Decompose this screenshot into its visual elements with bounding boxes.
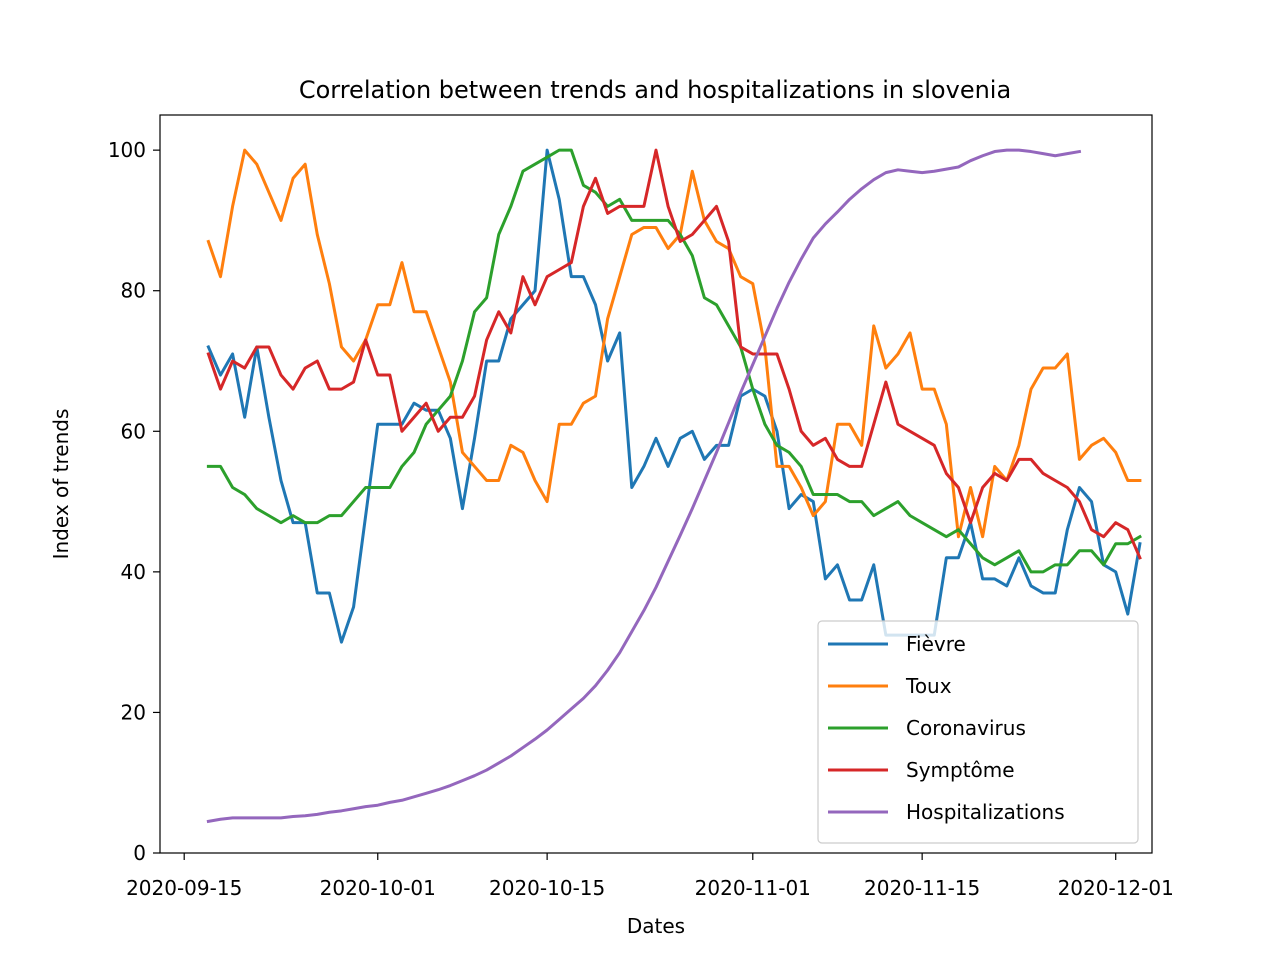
- x-tick-label: 2020-10-15: [489, 876, 605, 900]
- y-tick-label: 40: [121, 560, 146, 584]
- y-tick-label: 0: [133, 841, 146, 865]
- x-tick-label: 2020-12-01: [1058, 876, 1174, 900]
- legend-label: Hospitalizations: [906, 800, 1065, 824]
- legend-label: Toux: [905, 674, 952, 698]
- chart-title: Correlation between trends and hospitali…: [299, 76, 1011, 104]
- series-line-3: [206, 148, 1142, 560]
- plot-lines: [206, 148, 1142, 824]
- series-line-0: [206, 148, 1142, 644]
- y-tick-label: 20: [121, 700, 146, 724]
- y-tick-label: 80: [121, 279, 146, 303]
- legend: Fièvre Toux Coronavirus Symptôme Hospitaliza…: [817, 620, 1139, 844]
- series-line-4: [206, 148, 1082, 824]
- x-axis: 2020-09-15 2020-10-01 2020-10-15 2020-11-01…: [126, 853, 1174, 900]
- legend-label: Symptôme: [906, 758, 1015, 782]
- x-tick-label: 2020-11-01: [695, 876, 811, 900]
- y-axis: 0 20 40 60 80 100: [108, 138, 160, 865]
- plot-frame: [159, 114, 1153, 854]
- x-tick-label: 2020-10-01: [320, 876, 436, 900]
- y-tick-label: 100: [108, 138, 146, 162]
- legend-label: Coronavirus: [906, 716, 1026, 740]
- x-tick-label: 2020-11-15: [864, 876, 980, 900]
- y-tick-label: 60: [121, 419, 146, 443]
- x-axis-label: Dates: [627, 914, 685, 938]
- legend-label: Fièvre: [906, 632, 966, 656]
- legend-box: [817, 620, 1139, 844]
- x-tick-label: 2020-09-15: [126, 876, 242, 900]
- y-axis-label: Index of trends: [49, 409, 73, 560]
